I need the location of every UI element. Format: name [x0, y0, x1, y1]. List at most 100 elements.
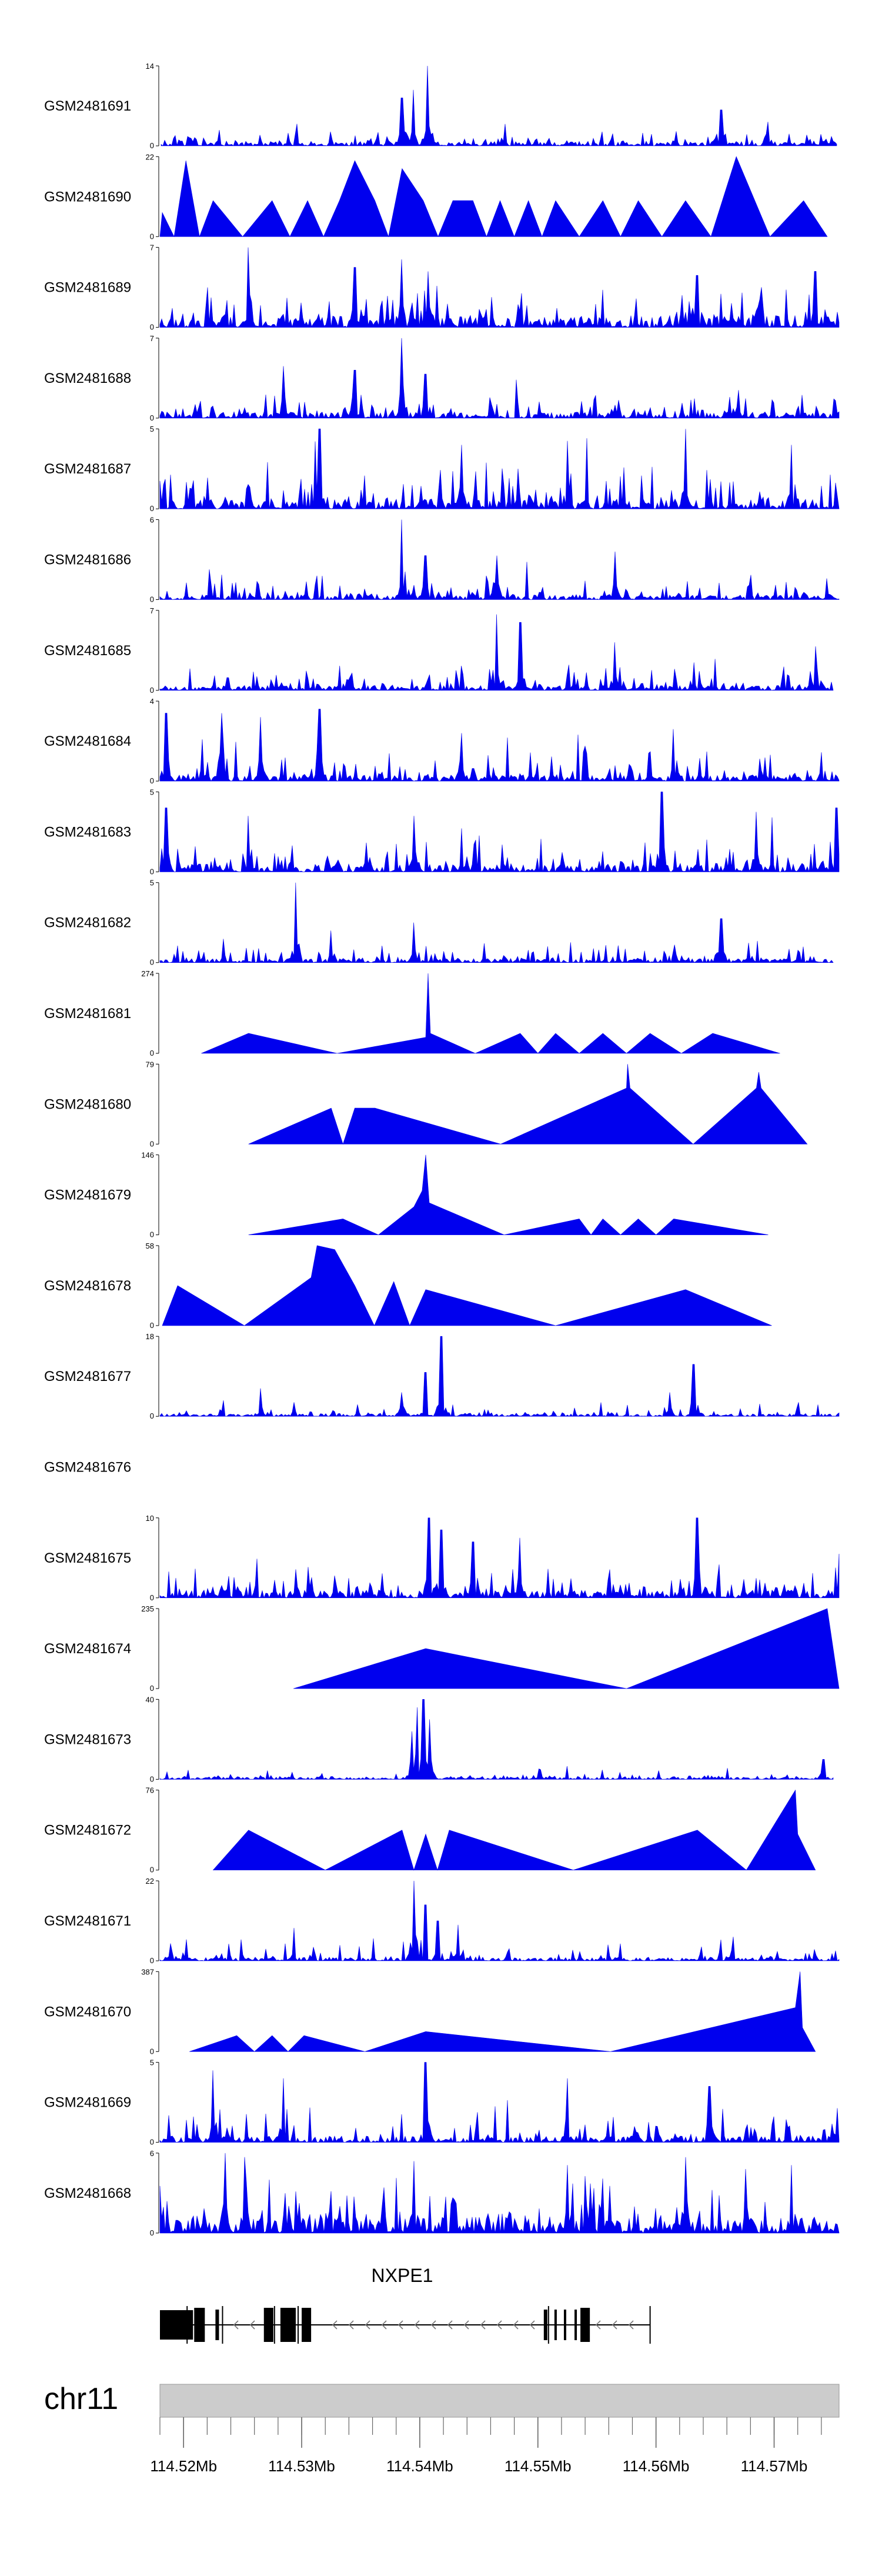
track-ymax-label: 22	[146, 1877, 154, 1886]
axis-tick-label: 114.53Mb	[268, 2457, 335, 2475]
track-name-label: GSM2481672	[44, 1823, 131, 1838]
track-ymin-label: 0	[150, 2138, 154, 2147]
track-name-label: GSM2481683	[44, 824, 131, 840]
track-signal-area	[293, 1608, 840, 1689]
strand-arrow	[348, 2320, 354, 2330]
strand-arrow	[447, 2320, 453, 2330]
gene-exon	[280, 2308, 296, 2342]
axis-bar	[159, 2384, 840, 2418]
track-ymin-label: 0	[150, 1956, 154, 1965]
track-ymin-label: 0	[150, 1139, 154, 1148]
strand-arrow	[233, 2320, 239, 2330]
track-name-label: GSM2481682	[44, 915, 131, 931]
track-ymax-label: 5	[150, 2058, 154, 2067]
track-ymax-label: 58	[146, 1242, 154, 1250]
track-ymin-label: 0	[150, 686, 154, 695]
track-ymax-label: 40	[146, 1695, 154, 1704]
track-signal-area	[162, 1245, 772, 1326]
track-GSM2481672: GSM2481672 76 0	[44, 1786, 816, 1874]
track-signal-area	[159, 2153, 840, 2234]
track-ymin-label: 0	[150, 141, 154, 150]
track-name-label: GSM2481669	[44, 2095, 131, 2111]
gene-exon	[574, 2310, 577, 2340]
track-name-label: GSM2481690	[44, 189, 131, 205]
track-name-label: GSM2481670	[44, 2004, 131, 2020]
track-ymax-label: 7	[150, 606, 154, 615]
track-GSM2481676: GSM2481676	[44, 1460, 131, 1476]
gene-exon	[215, 2310, 219, 2340]
track-GSM2481679: GSM2481679 146 0	[44, 1151, 769, 1239]
track-ymin-label: 0	[150, 595, 154, 604]
track-ymin-label: 0	[150, 413, 154, 422]
track-GSM2481684: GSM2481684 4 0	[44, 697, 840, 785]
track-signal-area	[161, 65, 837, 146]
track-signal-area	[248, 1154, 769, 1236]
track-name-label: GSM2481678	[44, 1278, 131, 1294]
track-ymax-label: 5	[150, 788, 154, 796]
gene-exon	[563, 2310, 566, 2340]
strand-arrow	[628, 2320, 634, 2330]
track-name-label: GSM2481680	[44, 1096, 131, 1112]
track-signal-area	[248, 1064, 808, 1145]
gene-exon	[302, 2308, 312, 2342]
track-ymin-label: 0	[150, 1321, 154, 1330]
track-signal-area	[159, 614, 834, 691]
track-name-label: GSM2481681	[44, 1006, 131, 1022]
track-signal-area	[189, 1971, 816, 2052]
track-ymin-label: 0	[150, 1230, 154, 1239]
gene-exon	[554, 2310, 557, 2340]
track-ymin-label: 0	[150, 1866, 154, 1874]
track-ymin-label: 0	[150, 1593, 154, 1602]
track-name-label: GSM2481679	[44, 1187, 131, 1203]
chromosome-label: chr11	[44, 2382, 118, 2416]
track-ymax-label: 5	[150, 879, 154, 887]
track-ymin-label: 0	[150, 504, 154, 513]
track-name-label: GSM2481691	[44, 98, 131, 114]
track-ymax-label: 5	[150, 425, 154, 433]
track-ymax-label: 235	[141, 1604, 154, 1613]
track-name-label: GSM2481689	[44, 280, 131, 296]
track-ymin-label: 0	[150, 1774, 154, 1783]
track-ymin-label: 0	[150, 776, 154, 785]
strand-arrow	[496, 2320, 502, 2330]
track-ymax-label: 10	[146, 1514, 154, 1523]
track-name-label: GSM2481668	[44, 2185, 131, 2201]
track-GSM2481674: GSM2481674 235 0	[44, 1604, 840, 1693]
strand-arrow	[397, 2320, 403, 2330]
track-name-label: GSM2481686	[44, 552, 131, 568]
track-signal-area	[159, 2062, 840, 2143]
track-GSM2481689: GSM2481689 7 0	[44, 243, 840, 332]
track-ymin-label: 0	[150, 323, 154, 332]
track-name-label: GSM2481677	[44, 1369, 131, 1384]
track-signal-area	[201, 973, 780, 1054]
track-signal-area	[159, 709, 840, 782]
track-signal-area	[212, 1789, 816, 1871]
track-ymax-label: 6	[150, 516, 154, 525]
strand-arrow	[381, 2320, 387, 2330]
track-signal-area	[159, 428, 840, 509]
track-GSM2481685: GSM2481685 7 0	[44, 606, 834, 695]
strand-arrow	[595, 2320, 601, 2330]
track-ymax-label: 146	[141, 1151, 154, 1160]
track-signal-area	[159, 792, 840, 873]
track-ymax-label: 18	[146, 1332, 154, 1341]
strand-arrow	[480, 2320, 486, 2330]
strand-arrow	[332, 2320, 338, 2330]
track-GSM2481688: GSM2481688 7 0	[44, 334, 840, 422]
track-signal-area	[159, 519, 840, 600]
track-ymin-label: 0	[150, 232, 154, 241]
track-signal-area	[159, 247, 840, 328]
strand-arrow	[414, 2320, 420, 2330]
strand-arrow	[612, 2320, 617, 2330]
track-signal-area	[159, 338, 840, 419]
genome-axis: chr11 114.52Mb 114.53Mb 114.54Mb 114.55Mb 11…	[44, 2382, 840, 2475]
gene-exon	[194, 2308, 205, 2342]
axis-tick-label: 114.56Mb	[623, 2457, 690, 2475]
gene-track: NXPE1	[160, 2265, 651, 2344]
track-ymax-label: 14	[146, 62, 154, 71]
track-ymin-label: 0	[150, 958, 154, 967]
track-ymax-label: 6	[150, 2149, 154, 2158]
track-signal-area	[159, 882, 834, 963]
track-name-label: GSM2481676	[44, 1460, 131, 1476]
strand-arrow	[463, 2320, 469, 2330]
